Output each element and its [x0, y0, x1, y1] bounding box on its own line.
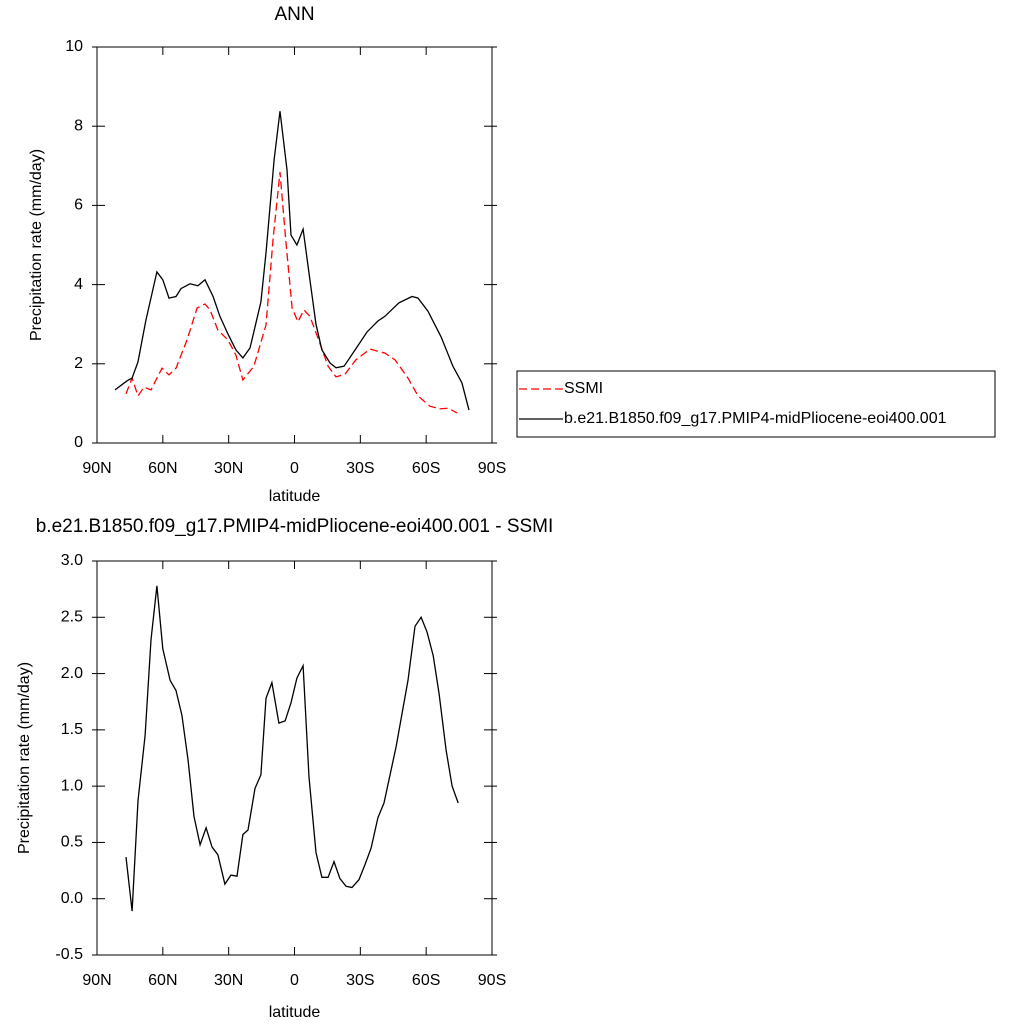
y-tick-label: 1.0	[61, 777, 83, 794]
y-tick-label: 10	[65, 38, 83, 55]
x-tick-label: 60N	[148, 460, 177, 477]
plot-frame	[96, 560, 493, 956]
y-tick-label: 3.0	[61, 552, 83, 569]
data-line	[125, 585, 459, 912]
x-tick-label: 90S	[478, 972, 506, 989]
legend-label: SSMI	[564, 380, 603, 397]
x-tick-label: 90S	[478, 460, 506, 477]
x-tick-label: 0	[290, 972, 299, 989]
x-tick-label: 0	[290, 460, 299, 477]
y-tick-label: 2.0	[61, 665, 83, 682]
chart-title: b.e21.B1850.f09_g17.PMIP4-midPliocene-eo…	[36, 516, 554, 537]
x-tick-label: 90N	[82, 460, 111, 477]
x-tick-label: 60S	[412, 972, 440, 989]
y-tick-label: 1.5	[61, 721, 83, 738]
legend-label: b.e21.B1850.f09_g17.PMIP4-midPliocene-eo…	[564, 410, 947, 427]
legend-box	[516, 370, 996, 438]
x-axis-label: latitude	[269, 488, 321, 505]
y-tick-label: 8	[74, 117, 83, 134]
y-axis-label: Precipitation rate (mm/day)	[28, 149, 45, 341]
y-tick-label: 0.0	[61, 890, 83, 907]
y-tick-label: 0	[74, 434, 83, 451]
y-tick-label: 2	[74, 355, 83, 372]
x-tick-label: 30S	[346, 972, 374, 989]
y-tick-label: -0.5	[55, 946, 83, 963]
x-tick-label: 60N	[148, 972, 177, 989]
chart-title: ANN	[274, 4, 314, 25]
data-line	[125, 172, 458, 414]
data-line	[114, 111, 470, 411]
x-tick-label: 90N	[82, 972, 111, 989]
y-tick-label: 6	[74, 197, 83, 214]
y-tick-label: 4	[74, 276, 83, 293]
x-tick-label: 60S	[412, 460, 440, 477]
plot-frame	[96, 46, 493, 444]
y-tick-label: 2.5	[61, 609, 83, 626]
x-tick-label: 30S	[346, 460, 374, 477]
y-axis-label: Precipitation rate (mm/day)	[16, 662, 33, 854]
x-tick-label: 30N	[214, 460, 243, 477]
x-tick-label: 30N	[214, 972, 243, 989]
y-tick-label: 0.5	[61, 834, 83, 851]
x-axis-label: latitude	[269, 1004, 321, 1021]
